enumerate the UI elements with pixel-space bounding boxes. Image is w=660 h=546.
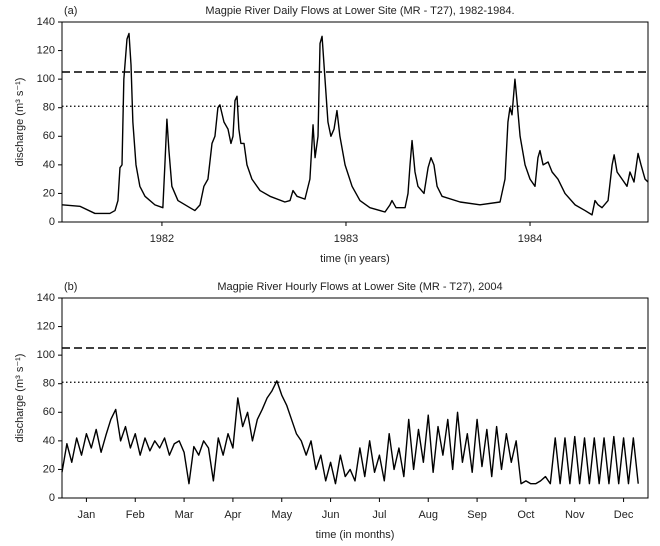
x-axis-label: time (in months) bbox=[316, 529, 395, 541]
x-tick-label: Jan bbox=[78, 509, 96, 521]
y-tick-label: 40 bbox=[43, 159, 55, 171]
y-tick-label: 80 bbox=[43, 102, 55, 114]
chart-title: Magpie River Hourly Flows at Lower Site … bbox=[217, 281, 502, 293]
x-axis-label: time (in years) bbox=[320, 253, 390, 265]
y-axis-label: discharge (m³ s⁻¹) bbox=[14, 354, 26, 443]
x-tick-label: Jun bbox=[322, 509, 340, 521]
y-tick-label: 20 bbox=[43, 187, 55, 199]
x-tick-label: Jul bbox=[372, 509, 386, 521]
x-tick-label: Aug bbox=[418, 509, 438, 521]
plot-frame bbox=[61, 21, 649, 223]
x-tick-label: Sep bbox=[467, 509, 487, 521]
x-tick-label: Mar bbox=[175, 509, 194, 521]
y-tick-label: 100 bbox=[37, 349, 55, 361]
plot-frame bbox=[61, 297, 649, 499]
y-tick-label: 40 bbox=[43, 435, 55, 447]
y-tick-label: 140 bbox=[37, 292, 55, 304]
y-tick-label: 60 bbox=[43, 406, 55, 418]
x-tick-label: 1982 bbox=[150, 233, 174, 245]
x-tick-label: 1984 bbox=[518, 233, 542, 245]
y-tick-label: 120 bbox=[37, 44, 55, 56]
y-tick-label: 140 bbox=[37, 16, 55, 28]
y-tick-label: 0 bbox=[49, 216, 55, 228]
x-tick-label: Dec bbox=[614, 509, 634, 521]
x-tick-label: 1983 bbox=[334, 233, 358, 245]
panel-label: (a) bbox=[64, 5, 77, 17]
flow-line bbox=[61, 380, 639, 485]
y-tick-label: 120 bbox=[37, 320, 55, 332]
panel-label: (b) bbox=[64, 281, 77, 293]
x-tick-label: Apr bbox=[224, 509, 241, 521]
y-tick-label: 80 bbox=[43, 378, 55, 390]
x-tick-label: Oct bbox=[517, 509, 534, 521]
y-axis-label: discharge (m³ s⁻¹) bbox=[14, 78, 26, 167]
y-tick-label: 0 bbox=[49, 492, 55, 504]
flow-line bbox=[61, 32, 649, 216]
x-tick-label: Feb bbox=[126, 509, 145, 521]
y-tick-label: 20 bbox=[43, 463, 55, 475]
x-tick-label: Nov bbox=[565, 509, 585, 521]
chart-title: Magpie River Daily Flows at Lower Site (… bbox=[205, 5, 514, 17]
x-tick-label: May bbox=[271, 509, 292, 521]
y-tick-label: 100 bbox=[37, 73, 55, 85]
y-tick-label: 60 bbox=[43, 130, 55, 142]
